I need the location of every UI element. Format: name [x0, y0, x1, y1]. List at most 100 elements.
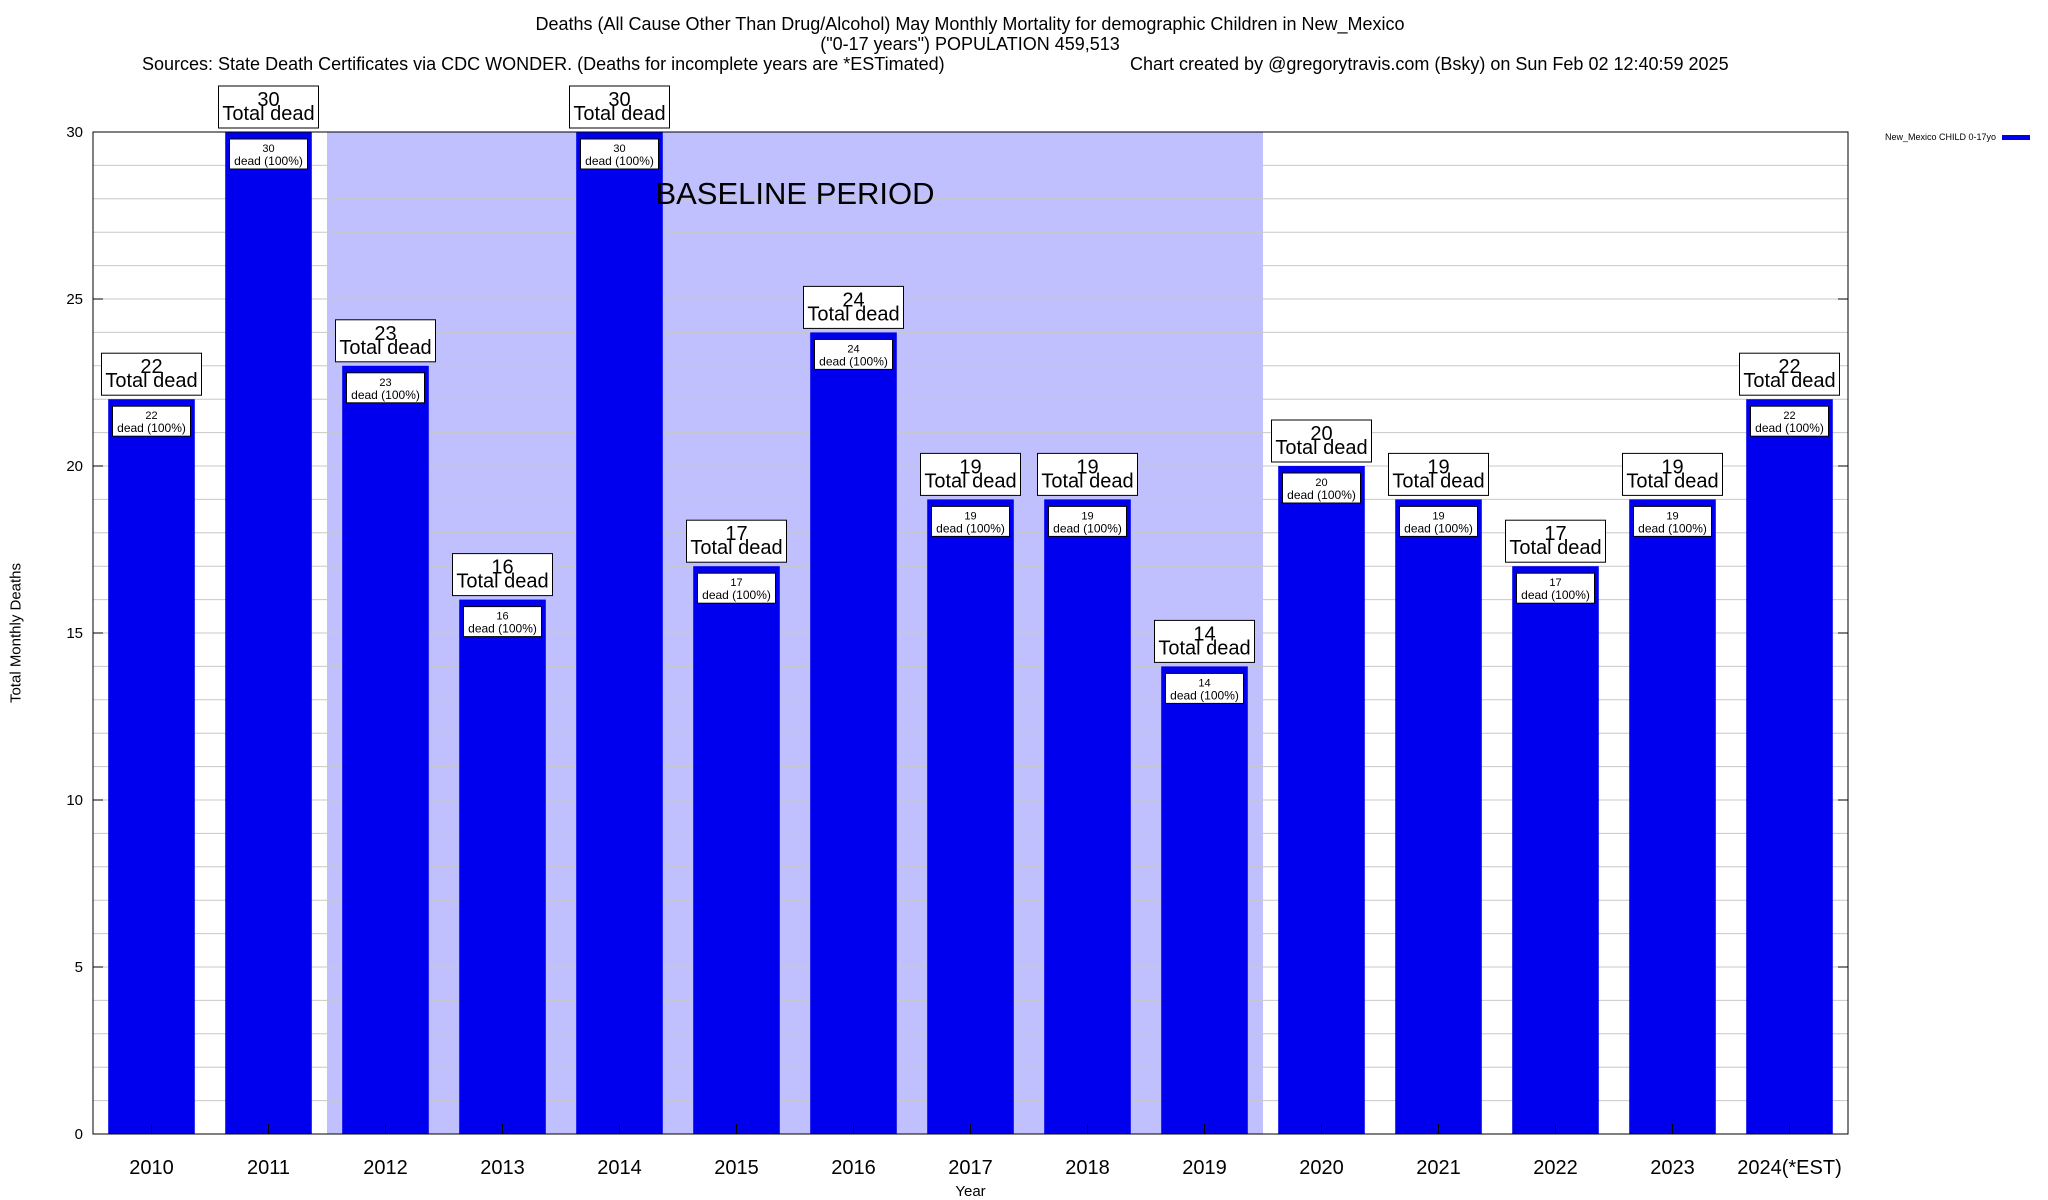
inner-label-text: dead (100%) [1755, 421, 1824, 435]
top-label-box [1388, 452, 1489, 496]
x-tick-label: 2020 [1299, 1157, 1344, 1179]
top-label-text: Total dead [1392, 470, 1484, 492]
top-label-value: 17 [725, 523, 747, 545]
top-label-text: Total dead [222, 103, 314, 125]
inner-label-box [580, 138, 659, 170]
top-label-text: Total dead [924, 470, 1016, 492]
inner-label-text: dead (100%) [936, 521, 1005, 535]
legend-entry-label: New_Mexico CHILD 0-17yo [1884, 132, 1996, 142]
inner-label-value: 17 [1549, 577, 1561, 589]
x-tick-label: 2013 [480, 1157, 525, 1179]
top-label-text: Total dead [1509, 537, 1601, 559]
top-label-text: Total dead [456, 571, 548, 593]
top-label-box [1622, 452, 1723, 496]
top-label-text: Total dead [339, 337, 431, 359]
chart-credit: Chart created by @gregorytravis.com (Bsk… [1130, 54, 1729, 74]
top-label-box [335, 319, 436, 363]
top-label-value: 30 [608, 89, 630, 111]
inner-label-box [1165, 672, 1244, 704]
top-label-value: 24 [842, 289, 864, 311]
inner-label-box [1633, 505, 1712, 537]
top-label-value: 19 [959, 456, 981, 478]
inner-label-text: dead (100%) [234, 154, 303, 168]
inner-label-text: dead (100%) [1053, 521, 1122, 535]
y-tick-label: 30 [66, 124, 83, 141]
bar [225, 132, 312, 1134]
x-tick-label: 2010 [129, 1157, 174, 1179]
inner-label-box [346, 372, 425, 404]
bar [1629, 499, 1716, 1134]
x-tick-label: 2019 [1182, 1157, 1227, 1179]
top-label-box [920, 452, 1021, 496]
inner-label-text: dead (100%) [1404, 521, 1473, 535]
x-tick-label: 2017 [948, 1157, 993, 1179]
inner-label-box [1516, 572, 1595, 604]
top-label-value: 19 [1661, 456, 1683, 478]
bar [1746, 399, 1833, 1134]
bar [927, 499, 1014, 1134]
y-tick-label: 25 [66, 291, 83, 308]
plot-frame [92, 131, 1849, 1135]
bar [1395, 499, 1482, 1134]
top-label-box [101, 352, 202, 396]
x-tick-label: 2022 [1533, 1157, 1578, 1179]
top-label-text: Total dead [1626, 470, 1718, 492]
chart-title: Deaths (All Cause Other Than Drug/Alcoho… [535, 14, 1405, 34]
top-label-box [1505, 519, 1606, 563]
x-axis-label: Year [955, 1183, 985, 1200]
inner-label-box [1048, 505, 1127, 537]
inner-label-text: dead (100%) [702, 588, 771, 602]
inner-label-text: dead (100%) [1287, 488, 1356, 502]
y-tick-label: 20 [66, 458, 83, 475]
x-tick-label: 2016 [831, 1157, 876, 1179]
top-label-box [803, 285, 904, 329]
top-label-box [218, 85, 319, 129]
inner-label-text: dead (100%) [819, 354, 888, 368]
inner-label-box [814, 338, 893, 370]
bar [693, 566, 780, 1134]
chart-title-block: Deaths (All Cause Other Than Drug/Alcoho… [0, 14, 1940, 54]
top-label-text: Total dead [1275, 437, 1367, 459]
inner-label-text: dead (100%) [1170, 688, 1239, 702]
x-tick-label: 2011 [247, 1157, 290, 1179]
inner-label-text: dead (100%) [117, 421, 186, 435]
top-label-value: 22 [140, 356, 162, 378]
x-tick-label: 2018 [1065, 1157, 1110, 1179]
inner-label-value: 19 [964, 510, 976, 522]
top-label-text: Total dead [690, 537, 782, 559]
top-label-value: 22 [1778, 356, 1800, 378]
bar [108, 399, 195, 1134]
inner-label-value: 24 [847, 343, 859, 355]
inner-label-box [1750, 405, 1829, 437]
bar [810, 332, 897, 1134]
top-label-box [1271, 419, 1372, 463]
x-tick-label: 2012 [363, 1157, 408, 1179]
baseline-period-label: BASELINE PERIOD [655, 176, 934, 211]
inner-label-box [463, 606, 542, 638]
inner-label-value: 17 [730, 577, 742, 589]
inner-label-value: 22 [145, 410, 157, 422]
bar [1278, 466, 1365, 1134]
top-label-value: 19 [1076, 456, 1098, 478]
legend: New_Mexico CHILD 0-17yo [1885, 132, 2030, 142]
x-tick-label: 2021 [1416, 1157, 1461, 1179]
chart-sources: Sources: State Death Certificates via CD… [142, 54, 945, 74]
inner-label-value: 30 [262, 143, 274, 155]
top-label-text: Total dead [105, 370, 197, 392]
top-label-text: Total dead [1743, 370, 1835, 392]
inner-label-value: 30 [613, 143, 625, 155]
inner-label-box [697, 572, 776, 604]
top-label-box [1739, 352, 1840, 396]
bar [1161, 666, 1248, 1134]
top-label-value: 20 [1310, 423, 1332, 445]
legend-swatch [2002, 134, 2030, 140]
y-tick-label: 5 [75, 959, 83, 976]
inner-label-value: 14 [1198, 677, 1210, 689]
inner-label-box [1399, 505, 1478, 537]
bar [1044, 499, 1131, 1134]
top-label-box [1154, 619, 1255, 663]
top-label-value: 16 [491, 557, 513, 579]
inner-label-value: 19 [1666, 510, 1678, 522]
top-label-value: 14 [1193, 623, 1215, 645]
